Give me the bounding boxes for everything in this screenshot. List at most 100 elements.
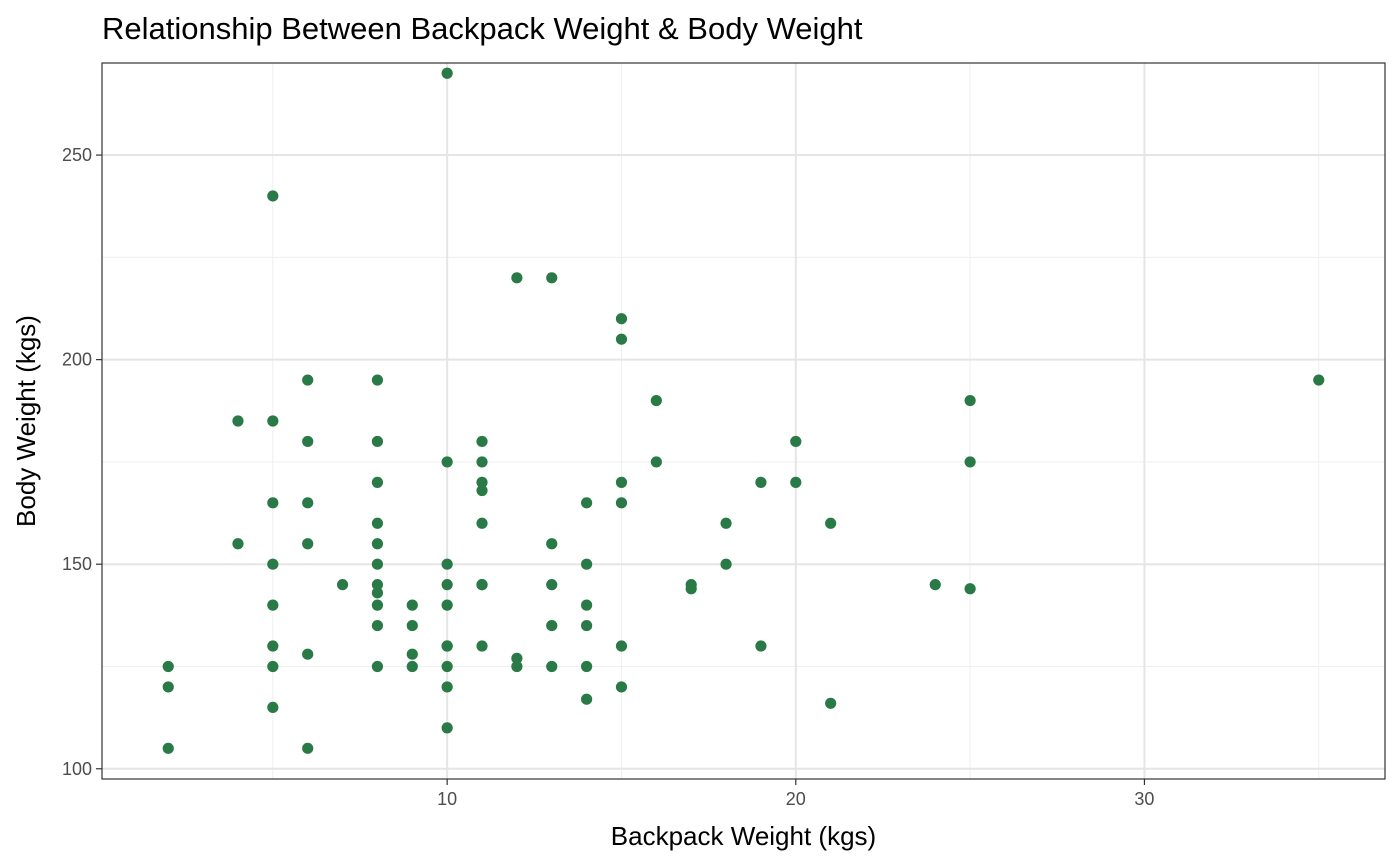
data-point <box>476 517 488 529</box>
data-point <box>371 599 384 611</box>
data-point <box>581 660 593 673</box>
data-point <box>720 558 732 570</box>
data-point <box>511 652 523 664</box>
data-point <box>371 517 384 529</box>
data-point <box>406 619 418 632</box>
data-point <box>825 697 837 709</box>
data-point <box>441 67 453 79</box>
y-axis-ticks: 100 150 200 250 <box>62 145 102 779</box>
data-point <box>302 538 314 550</box>
data-point <box>406 648 418 660</box>
data-point <box>267 415 279 427</box>
data-point <box>581 558 593 570</box>
y-tick-label: 200 <box>62 350 92 370</box>
data-point <box>546 579 558 591</box>
data-point <box>476 456 488 468</box>
data-point <box>964 583 976 595</box>
data-point <box>267 190 279 202</box>
data-point <box>476 579 488 591</box>
data-point <box>581 693 593 705</box>
data-point <box>406 660 418 673</box>
data-point <box>371 587 384 599</box>
y-tick-label: 150 <box>62 554 92 574</box>
data-point <box>371 619 384 632</box>
data-point <box>336 579 349 591</box>
data-point <box>371 538 384 550</box>
data-point <box>441 599 453 611</box>
data-point <box>476 640 488 652</box>
major-grid <box>102 63 1385 779</box>
data-point <box>615 640 628 652</box>
data-point <box>302 497 314 509</box>
data-point <box>755 640 767 652</box>
data-point <box>267 599 279 611</box>
data-point <box>615 333 628 345</box>
data-point <box>267 660 279 673</box>
data-point <box>476 435 488 448</box>
data-point <box>267 701 279 714</box>
data-point <box>615 681 628 693</box>
data-point <box>162 742 174 754</box>
data-point <box>755 476 767 488</box>
data-point <box>511 660 523 673</box>
x-tick-label: 10 <box>437 789 457 809</box>
data-point <box>441 722 453 734</box>
data-point <box>371 374 384 386</box>
minor-grid <box>102 63 1385 779</box>
y-tick-label: 100 <box>62 759 92 779</box>
data-point <box>546 538 558 550</box>
x-axis-title: Backpack Weight (kgs) <box>611 821 876 851</box>
data-point <box>302 374 314 386</box>
data-point <box>302 648 314 660</box>
data-point <box>302 742 314 754</box>
data-point <box>581 599 593 611</box>
data-point <box>441 660 453 673</box>
data-point <box>371 660 384 673</box>
data-point <box>964 394 976 407</box>
data-point <box>615 497 628 509</box>
data-point <box>441 558 453 570</box>
data-point <box>406 599 418 611</box>
data-point <box>162 681 174 693</box>
data-point <box>1313 374 1325 386</box>
data-point <box>790 476 802 488</box>
x-tick-label: 30 <box>1134 789 1154 809</box>
x-tick-label: 20 <box>786 789 806 809</box>
data-point <box>581 497 593 509</box>
data-point <box>232 415 244 427</box>
data-point <box>441 579 453 591</box>
data-point <box>371 579 384 591</box>
data-point <box>232 538 244 550</box>
data-point <box>720 517 732 529</box>
data-point <box>476 476 488 488</box>
data-point <box>511 272 523 284</box>
data-point <box>825 517 837 529</box>
data-point <box>929 579 941 591</box>
data-point <box>371 558 384 570</box>
x-axis-ticks: 10 20 30 <box>437 779 1154 809</box>
data-point <box>441 640 453 652</box>
data-point <box>267 640 279 652</box>
y-tick-label: 250 <box>62 145 92 165</box>
data-point <box>267 558 279 570</box>
data-point <box>267 497 279 509</box>
plot-panel-border <box>101 62 1386 780</box>
data-point <box>302 435 314 448</box>
data-point <box>371 435 384 448</box>
chart-title: Relationship Between Backpack Weight & B… <box>102 11 863 46</box>
data-point <box>964 456 976 468</box>
data-point <box>685 583 697 595</box>
data-point <box>615 313 628 325</box>
data-points <box>162 67 1325 754</box>
data-point <box>581 619 593 632</box>
data-point <box>546 272 558 284</box>
data-point <box>790 435 802 448</box>
data-point <box>615 476 628 488</box>
data-point <box>441 456 453 468</box>
data-point <box>371 476 384 488</box>
data-point <box>546 660 558 673</box>
data-point <box>546 619 558 632</box>
data-point <box>650 394 662 407</box>
data-point <box>650 456 662 468</box>
